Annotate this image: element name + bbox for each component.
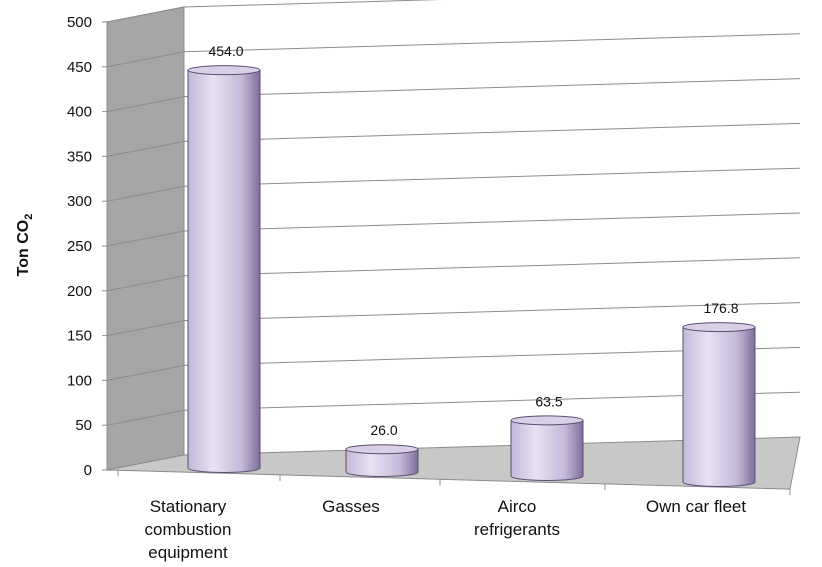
bar-body	[345, 448, 419, 477]
bar-body	[187, 69, 261, 473]
data-labels: 454.0 26.0 63.5 176.8	[208, 43, 738, 438]
y-tick-label: 0	[84, 462, 92, 479]
data-label: 176.8	[703, 300, 738, 316]
category-label: Gasses	[322, 497, 380, 516]
y-axis-title-subscript: 2	[23, 214, 35, 220]
category-labels: Stationary combustion equipment Gasses Airco…	[145, 497, 747, 562]
gridline-side	[106, 364, 185, 381]
gridline-side	[106, 185, 185, 202]
floor	[106, 436, 801, 490]
category-label: Stationary combustion equipment	[145, 497, 232, 562]
bar	[510, 415, 584, 481]
gridline-side	[106, 230, 185, 247]
y-tick-label: 200	[67, 283, 92, 300]
category-label-line: refrigerants	[474, 520, 560, 539]
bar-top	[682, 322, 756, 333]
category-label-line: Own car fleet	[646, 497, 746, 516]
gridlines	[106, 0, 801, 426]
gridline	[183, 212, 801, 232]
category-label-line: Airco	[498, 497, 537, 516]
bar	[187, 65, 261, 473]
bar-top	[345, 444, 419, 455]
y-axis-title: Ton CO2	[15, 214, 35, 277]
gridline	[183, 122, 801, 142]
bar-body	[682, 326, 756, 487]
gridline	[183, 33, 801, 53]
gridline	[183, 302, 801, 322]
category-label-line: Stationary	[150, 497, 227, 516]
category-label-line: Gasses	[322, 497, 380, 516]
data-label: 26.0	[370, 422, 397, 438]
category-label-line: combustion	[145, 520, 232, 539]
y-tick-label: 100	[67, 372, 92, 389]
y-tick-label: 300	[67, 193, 92, 210]
y-tick-label: 450	[67, 59, 92, 76]
bar-top	[187, 65, 261, 76]
bar	[345, 444, 419, 477]
bar-top	[510, 415, 584, 426]
category-label-line: equipment	[148, 543, 228, 562]
y-tick-label: 400	[67, 104, 92, 121]
y-axis-title-main: Ton CO	[15, 220, 32, 277]
gridline-side	[106, 275, 185, 292]
gridline	[183, 257, 801, 277]
gridline-side	[106, 6, 185, 23]
y-tick-label: 500	[67, 14, 92, 31]
gridline-side	[106, 96, 185, 113]
y-tick-label: 350	[67, 148, 92, 165]
gridline	[183, 78, 801, 98]
bars	[187, 65, 756, 487]
data-label: 63.5	[535, 393, 562, 409]
gridline	[183, 0, 441, 8]
y-axis-ticks: 0 50 100 150 200 250 300 350 400 450 500	[67, 14, 791, 496]
gridline	[183, 167, 801, 187]
y-tick-label: 250	[67, 238, 92, 255]
y-tick-label: 150	[67, 328, 92, 345]
gridline-side	[106, 140, 185, 157]
gridline-side	[106, 409, 185, 426]
category-label: Airco refrigerants	[474, 497, 560, 539]
gridline-side	[106, 320, 185, 337]
gridline-side	[106, 51, 185, 68]
y-tick-label: 50	[75, 417, 92, 434]
data-label: 454.0	[208, 43, 243, 59]
bar-body	[510, 419, 584, 481]
bar	[682, 322, 756, 487]
category-label: Own car fleet	[646, 497, 746, 516]
